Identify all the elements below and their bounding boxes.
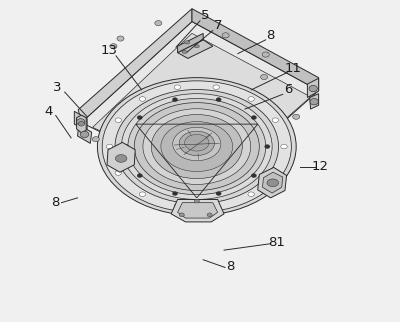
Ellipse shape — [110, 44, 117, 49]
Ellipse shape — [137, 116, 142, 119]
Polygon shape — [107, 142, 135, 172]
Ellipse shape — [106, 144, 113, 149]
Ellipse shape — [251, 116, 256, 119]
Polygon shape — [310, 94, 319, 109]
Ellipse shape — [139, 192, 146, 196]
Ellipse shape — [293, 114, 300, 119]
Text: 8: 8 — [51, 196, 59, 209]
Text: 13: 13 — [100, 44, 117, 57]
Ellipse shape — [179, 131, 214, 156]
Polygon shape — [258, 167, 286, 198]
Ellipse shape — [262, 52, 269, 57]
Ellipse shape — [194, 199, 199, 203]
Ellipse shape — [179, 213, 184, 217]
Ellipse shape — [102, 81, 291, 212]
Ellipse shape — [117, 36, 124, 41]
Text: 8: 8 — [266, 29, 275, 42]
Ellipse shape — [124, 145, 129, 148]
Text: 4: 4 — [44, 105, 53, 118]
Ellipse shape — [173, 127, 221, 161]
Ellipse shape — [137, 174, 142, 177]
Ellipse shape — [182, 50, 187, 53]
Ellipse shape — [115, 171, 122, 175]
Ellipse shape — [128, 99, 266, 195]
Ellipse shape — [174, 85, 180, 90]
Polygon shape — [178, 33, 203, 52]
Polygon shape — [178, 40, 213, 58]
Ellipse shape — [98, 78, 296, 215]
Ellipse shape — [267, 179, 278, 187]
Ellipse shape — [281, 144, 287, 149]
Ellipse shape — [222, 33, 229, 38]
Polygon shape — [178, 203, 218, 218]
Text: 5: 5 — [200, 9, 209, 22]
Text: 8: 8 — [226, 260, 235, 273]
Ellipse shape — [185, 134, 209, 151]
Ellipse shape — [134, 103, 259, 191]
Ellipse shape — [207, 213, 212, 217]
Ellipse shape — [115, 90, 278, 204]
Text: 12: 12 — [312, 160, 329, 173]
Ellipse shape — [172, 98, 178, 101]
Ellipse shape — [174, 204, 180, 208]
Ellipse shape — [251, 174, 256, 177]
Polygon shape — [76, 115, 86, 133]
Ellipse shape — [122, 94, 272, 199]
Ellipse shape — [248, 97, 254, 101]
Ellipse shape — [216, 192, 221, 195]
Ellipse shape — [151, 115, 242, 179]
Ellipse shape — [155, 21, 162, 26]
Ellipse shape — [92, 137, 99, 142]
Polygon shape — [74, 111, 87, 131]
Text: 11: 11 — [284, 62, 302, 74]
Ellipse shape — [213, 85, 220, 90]
Ellipse shape — [139, 97, 146, 101]
Ellipse shape — [80, 131, 89, 137]
Ellipse shape — [272, 118, 278, 122]
Text: 7: 7 — [213, 19, 222, 32]
Ellipse shape — [76, 119, 85, 125]
Ellipse shape — [78, 122, 84, 126]
Ellipse shape — [161, 122, 233, 172]
Ellipse shape — [265, 145, 270, 148]
Ellipse shape — [248, 192, 254, 196]
Ellipse shape — [213, 204, 220, 208]
Ellipse shape — [185, 41, 190, 44]
Ellipse shape — [310, 99, 318, 105]
Text: 3: 3 — [53, 81, 62, 94]
Polygon shape — [78, 9, 192, 123]
Ellipse shape — [172, 192, 178, 195]
Polygon shape — [78, 125, 92, 143]
Ellipse shape — [272, 171, 278, 175]
Ellipse shape — [115, 118, 122, 122]
Ellipse shape — [194, 45, 199, 48]
Ellipse shape — [143, 109, 251, 185]
Text: 6: 6 — [284, 83, 292, 96]
Polygon shape — [308, 78, 319, 98]
Ellipse shape — [115, 155, 127, 162]
Ellipse shape — [260, 74, 268, 80]
Polygon shape — [81, 22, 319, 187]
Polygon shape — [92, 33, 311, 183]
Ellipse shape — [216, 98, 221, 101]
Text: 81: 81 — [268, 236, 285, 249]
Polygon shape — [262, 172, 283, 193]
Polygon shape — [171, 199, 224, 222]
Polygon shape — [192, 9, 319, 90]
Ellipse shape — [309, 85, 317, 92]
